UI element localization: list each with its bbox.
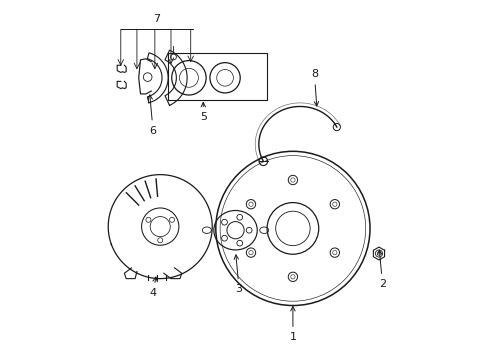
Text: 4: 4	[149, 277, 157, 298]
Text: 8: 8	[310, 69, 318, 106]
Text: 2: 2	[377, 250, 386, 289]
Text: 5: 5	[200, 103, 206, 122]
Text: 1: 1	[289, 306, 296, 342]
Text: 6: 6	[148, 95, 156, 135]
Text: 7: 7	[153, 14, 160, 24]
Text: 3: 3	[234, 255, 242, 294]
